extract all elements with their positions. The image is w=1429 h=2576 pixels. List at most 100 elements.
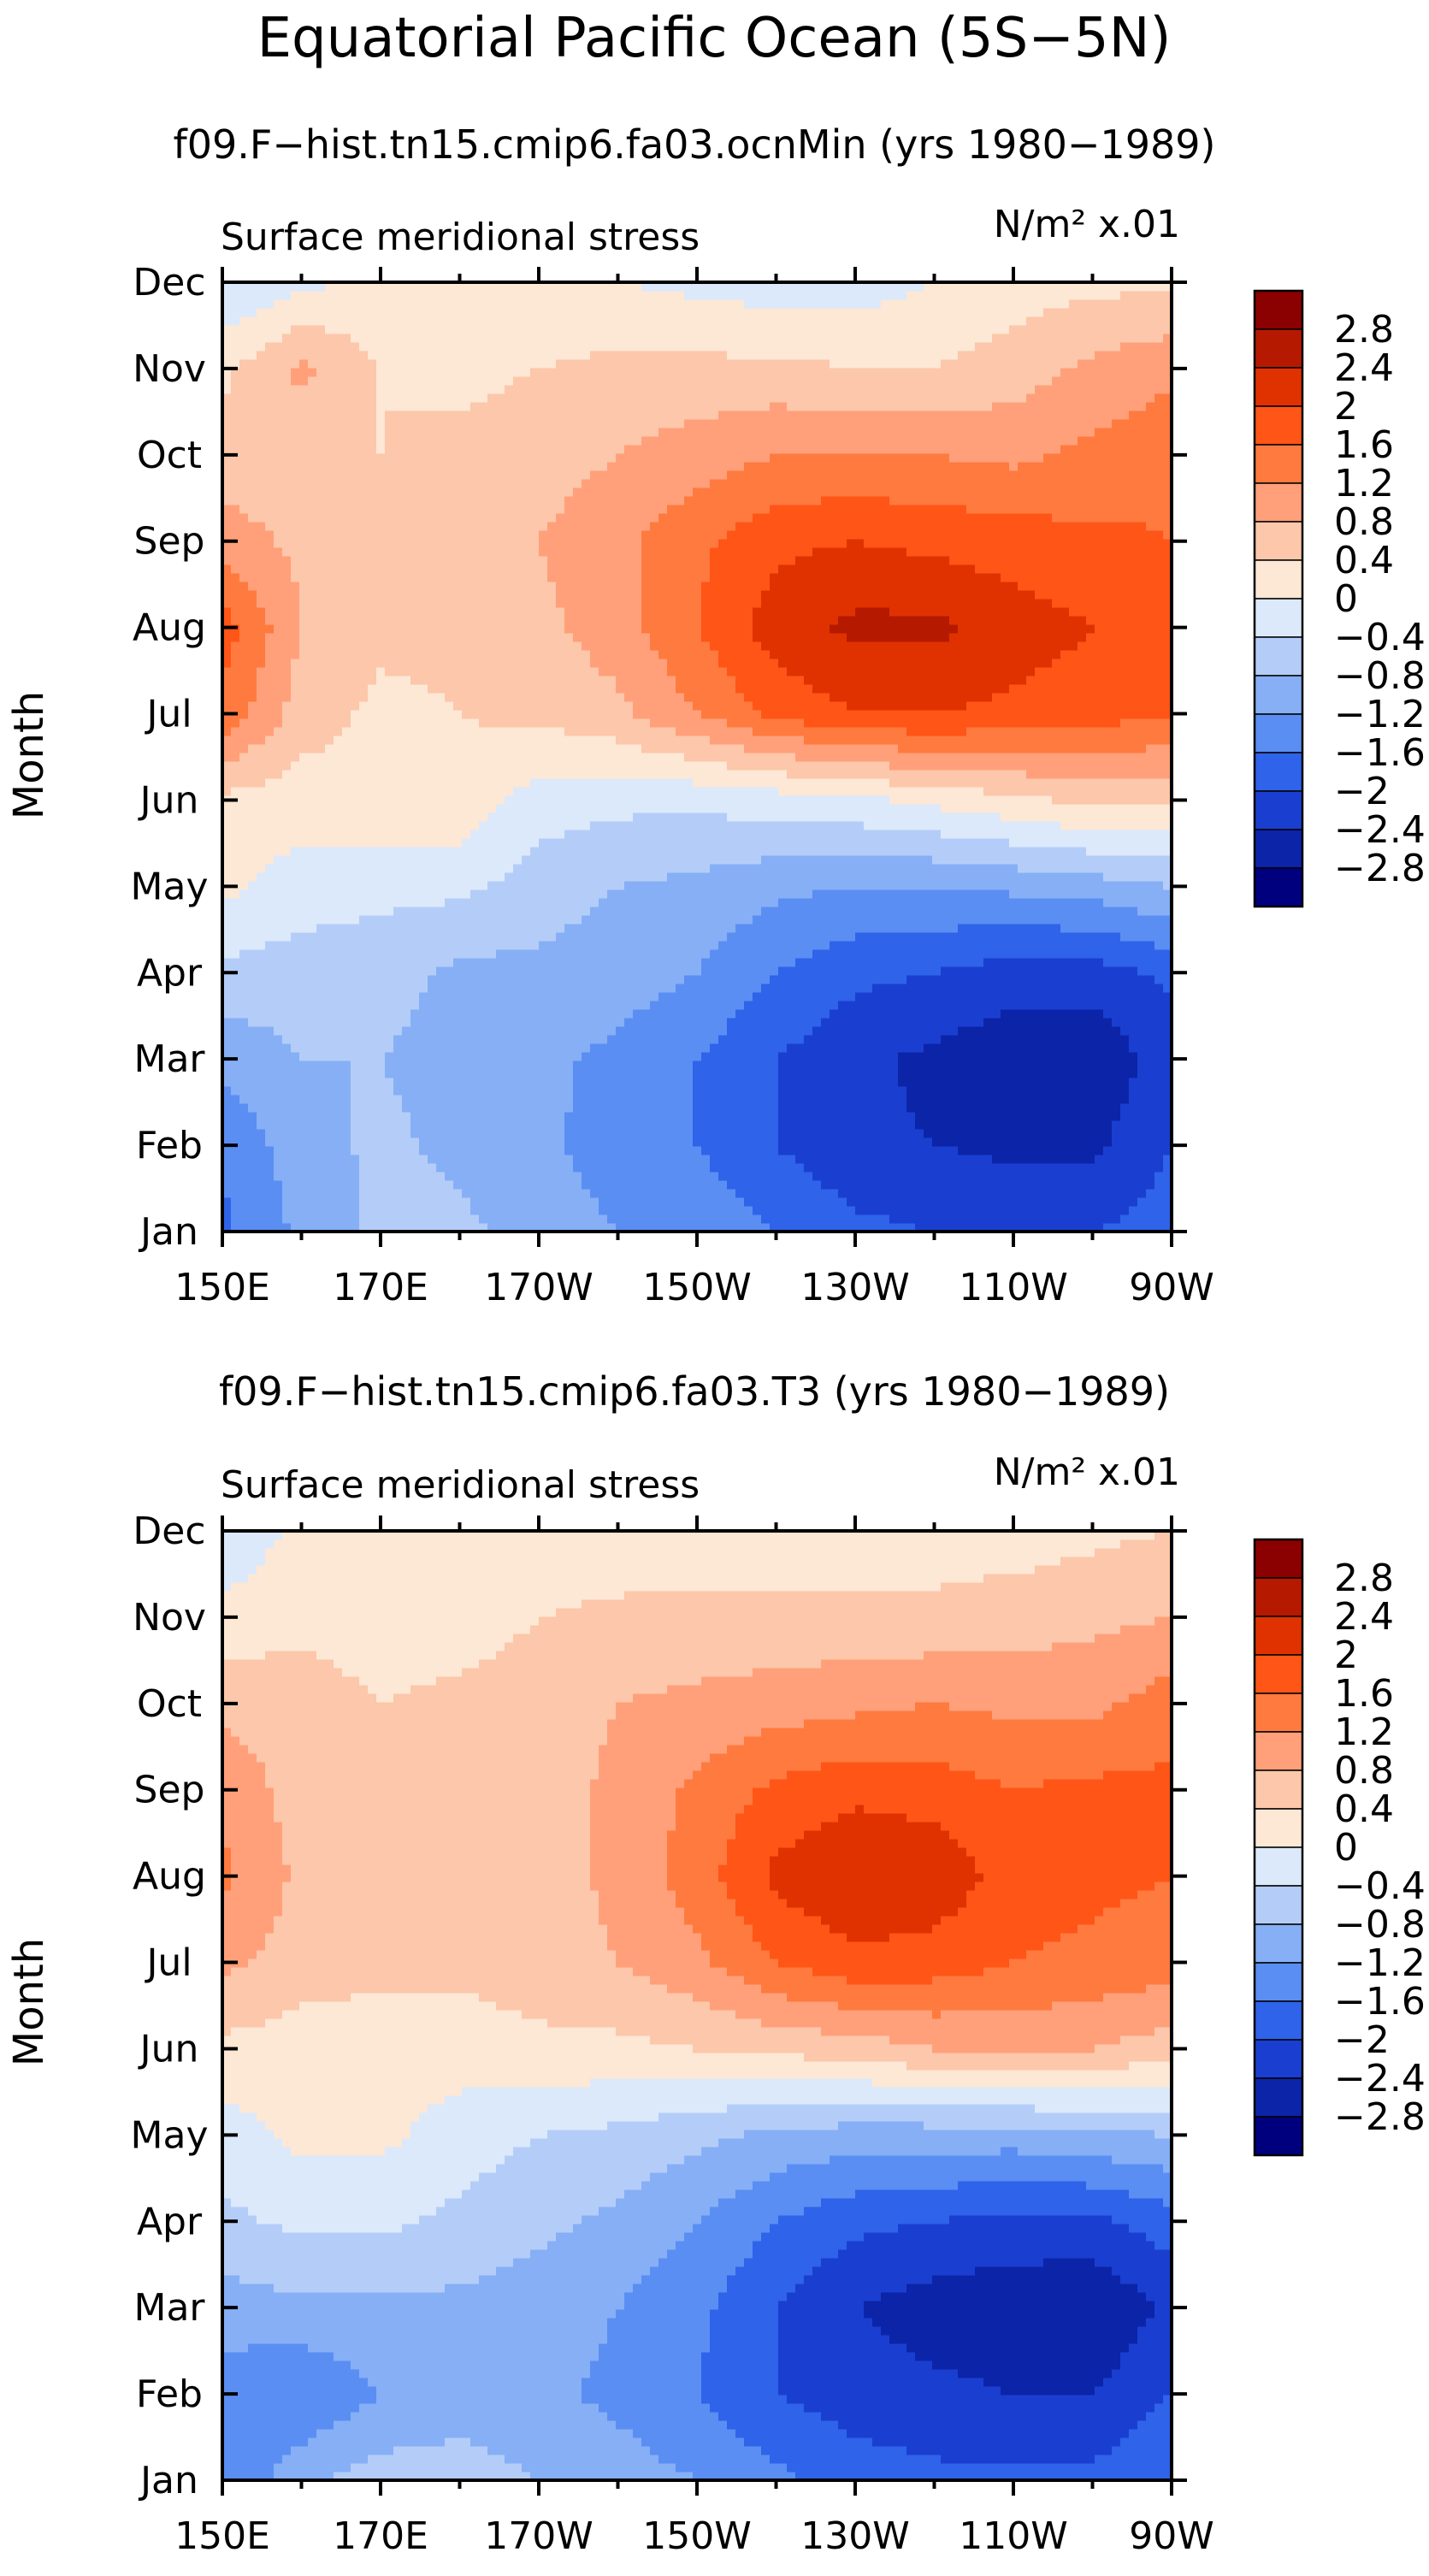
heatmap-cell: [1112, 1146, 1121, 1155]
heatmap-cell: [872, 1172, 882, 1181]
heatmap-cell: [487, 1214, 497, 1224]
heatmap-cell: [299, 1172, 309, 1181]
heatmap-cell: [1086, 1155, 1095, 1164]
heatmap-cell: [1060, 1206, 1070, 1215]
heatmap-cell: [410, 1214, 420, 1224]
heatmap-cell: [701, 1172, 711, 1181]
heatmap-cell: [265, 1180, 275, 1190]
heatmap-cell: [564, 1206, 574, 1215]
heatmap-cell: [539, 1214, 548, 1224]
heatmap-cell: [1026, 1189, 1036, 1198]
heatmap-cell: [257, 1180, 266, 1190]
heatmap-cell: [1018, 1180, 1027, 1190]
heatmap-cell: [274, 1206, 283, 1215]
heatmap-cell: [778, 1172, 788, 1181]
heatmap-cell: [239, 1137, 249, 1147]
heatmap-cell: [410, 1197, 420, 1207]
heatmap-cell: [607, 1206, 617, 1215]
heatmap-cell: [701, 1214, 711, 1224]
heatmap-cell: [1009, 1189, 1019, 1198]
heatmap-cell: [753, 1146, 762, 1155]
heatmap-cell: [624, 1180, 634, 1190]
heatmap-cell: [650, 1172, 659, 1181]
heatmap-cell: [1103, 1214, 1113, 1224]
heatmap-cell: [701, 1146, 711, 1155]
heatmap-cell: [1095, 1214, 1104, 1224]
heatmap-cell: [624, 1163, 634, 1173]
heatmap-cell: [1043, 1189, 1053, 1198]
heatmap-cell: [573, 1180, 582, 1190]
heatmap-cell: [376, 1189, 386, 1198]
heatmap-cell: [718, 1163, 728, 1173]
heatmap-cell: [864, 1146, 873, 1155]
heatmap-cell: [607, 1214, 617, 1224]
heatmap-cell: [359, 1163, 369, 1173]
heatmap-cell: [1069, 1146, 1078, 1155]
heatmap-cell: [770, 1163, 779, 1173]
heatmap-cell: [1060, 1172, 1070, 1181]
heatmap-cell: [1009, 1197, 1019, 1207]
heatmap-cell: [505, 1206, 514, 1215]
heatmap-cell: [941, 1146, 950, 1155]
heatmap-cell: [462, 1137, 471, 1147]
heatmap-cell: [949, 1163, 959, 1173]
heatmap-cell: [359, 1214, 369, 1224]
heatmap-cell: [1052, 1163, 1061, 1173]
heatmap-cell: [342, 1206, 351, 1215]
heatmap-cell: [265, 1206, 275, 1215]
heatmap-cell: [864, 1155, 873, 1164]
heatmap-cell: [1154, 1172, 1164, 1181]
heatmap-cell: [744, 1172, 753, 1181]
heatmap-cell: [1103, 1155, 1113, 1164]
heatmap-cell: [812, 1172, 822, 1181]
heatmap-cell: [530, 1197, 540, 1207]
heatmap-cell: [590, 1163, 599, 1173]
heatmap-cell: [881, 1172, 890, 1181]
heatmap-cell: [718, 1206, 728, 1215]
heatmap-cell: [992, 1189, 1001, 1198]
heatmap-cell: [530, 1180, 540, 1190]
heatmap-cell: [274, 1180, 283, 1190]
heatmap-cell: [872, 1146, 882, 1155]
heatmap-cell: [676, 1180, 685, 1190]
heatmap-cell: [804, 1197, 813, 1207]
heatmap-cell: [410, 1163, 420, 1173]
heatmap-cell: [1120, 1180, 1130, 1190]
heatmap-cell: [1137, 1155, 1147, 1164]
heatmap-cell: [753, 1206, 762, 1215]
heatmap-cell: [633, 1180, 642, 1190]
heatmap-cell: [410, 1146, 420, 1155]
heatmap-cell: [505, 1146, 514, 1155]
heatmap-cell: [470, 1206, 480, 1215]
heatmap-cell: [855, 1155, 865, 1164]
heatmap-cell: [436, 1146, 446, 1155]
heatmap-cell: [847, 1206, 856, 1215]
heatmap-cell: [607, 1197, 617, 1207]
heatmap-cell: [385, 1214, 394, 1224]
heatmap-cell: [299, 1206, 309, 1215]
heatmap-cell: [282, 1206, 292, 1215]
heatmap-cell: [770, 1206, 779, 1215]
heatmap-cell: [308, 1137, 317, 1147]
heatmap-cell: [778, 1214, 788, 1224]
heatmap-cell: [496, 1206, 505, 1215]
heatmap-cell: [351, 1137, 360, 1147]
heatmap-cell: [607, 1180, 617, 1190]
heatmap-cell: [334, 1180, 343, 1190]
heatmap-cell: [402, 1137, 411, 1147]
heatmap-cell: [530, 1206, 540, 1215]
heatmap-cell: [932, 1180, 942, 1190]
heatmap-cell: [334, 1155, 343, 1164]
heatmap-cell: [522, 1189, 531, 1198]
heatmap-cell: [334, 1206, 343, 1215]
heatmap-cell: [599, 1172, 608, 1181]
heatmap-cell: [941, 1189, 950, 1198]
heatmap-cell: [231, 1180, 240, 1190]
heatmap-cell: [906, 1214, 916, 1224]
heatmap-cell: [274, 1155, 283, 1164]
heatmap-cell: [368, 1180, 377, 1190]
heatmap-cell: [1052, 1180, 1061, 1190]
heatmap-cell: [735, 1189, 745, 1198]
heatmap-cell: [462, 1180, 471, 1190]
heatmap-cell: [667, 1172, 676, 1181]
